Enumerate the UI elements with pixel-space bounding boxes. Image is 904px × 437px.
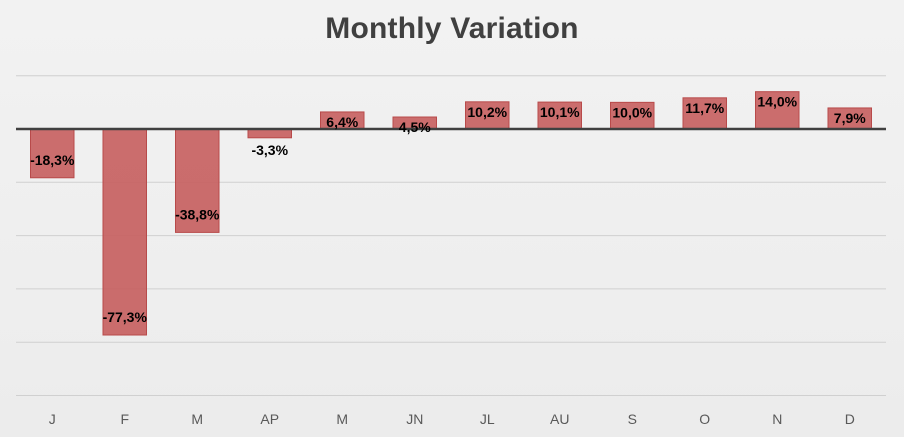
x-tick-label: N — [772, 411, 782, 427]
data-label: -3,3% — [251, 142, 288, 158]
data-label: 10,0% — [612, 104, 652, 120]
x-tick-label: S — [628, 411, 637, 427]
gridlines — [16, 75, 886, 396]
x-tick-label: AU — [550, 411, 569, 427]
data-label: 10,1% — [540, 104, 580, 120]
data-label: 4,5% — [399, 119, 431, 135]
data-label: -18,3% — [30, 152, 75, 168]
bar-m-2 — [175, 128, 220, 233]
data-label: 10,2% — [467, 104, 507, 120]
bar-jl-6 — [465, 101, 510, 130]
data-labels: -18,3% -77,3% -38,8% -3,3% 6,4% 4,5% 10,2% 10,1… — [30, 94, 866, 325]
bar-o-9 — [682, 97, 727, 130]
data-label: 7,9% — [834, 110, 866, 126]
x-tick-label: D — [845, 411, 855, 427]
x-tick-label: JL — [480, 411, 495, 427]
chart-title: Monthly Variation — [325, 12, 579, 45]
bar-au-7 — [537, 101, 582, 130]
data-label: 14,0% — [757, 94, 797, 110]
data-label: 6,4% — [326, 114, 358, 130]
x-tick-label: M — [191, 411, 203, 427]
x-tick-label: AP — [260, 411, 279, 427]
data-label: -38,8% — [175, 206, 220, 222]
bars — [30, 91, 872, 336]
x-tick-label: J — [49, 411, 56, 427]
x-tick-label: JN — [406, 411, 423, 427]
bar-n-10 — [755, 91, 800, 130]
bar-s-8 — [610, 101, 655, 130]
bar-ap-3 — [247, 128, 292, 139]
x-axis-ticks: J F M AP M JN JL AU S O N D — [49, 411, 855, 427]
data-label: -77,3% — [103, 309, 148, 325]
bar-f-1 — [102, 128, 147, 336]
x-tick-label: O — [699, 411, 710, 427]
x-tick-label: F — [120, 411, 129, 427]
x-tick-label: M — [336, 411, 348, 427]
data-label: 11,7% — [685, 100, 724, 116]
